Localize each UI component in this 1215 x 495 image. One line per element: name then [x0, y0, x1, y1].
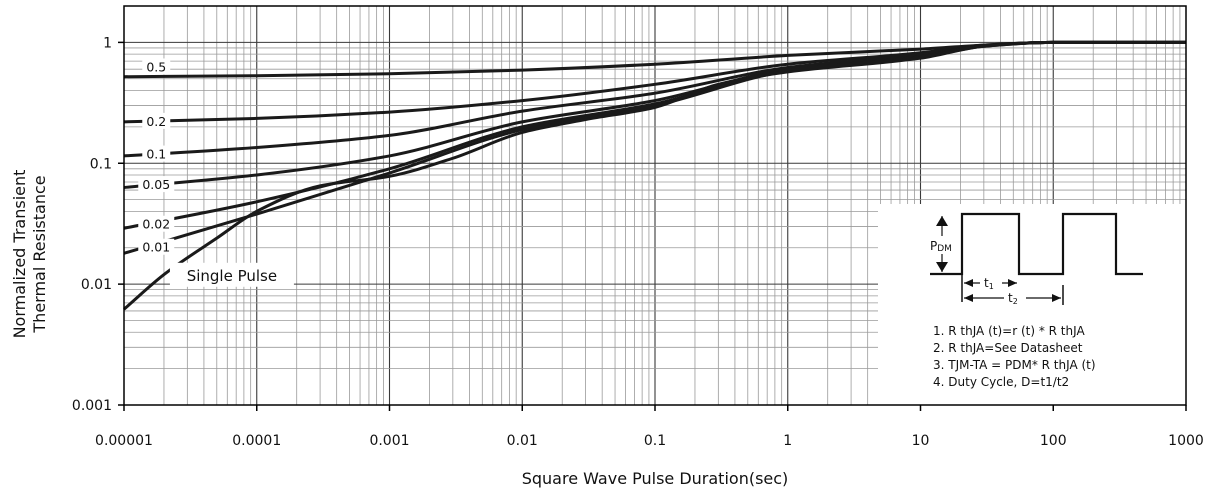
plot-frame	[118, 5, 1187, 411]
inset-note: 2. R thJA=See Datasheet	[933, 341, 1083, 355]
x-tick-label: 0.01	[507, 433, 538, 449]
t1-arrow-left	[964, 279, 973, 287]
t2-arrow-left	[964, 294, 973, 302]
pdm-label-bg	[927, 236, 959, 254]
pdm-arrow-head-down	[936, 262, 948, 272]
t2-label: t2	[1008, 291, 1018, 306]
grid	[124, 5, 1186, 405]
inset-note: 1. R thJA (t)=r (t) * R thJA	[933, 324, 1085, 338]
pdm-sub: DM	[937, 244, 952, 254]
t1-label: t1	[984, 276, 994, 291]
y-tick-label: 0.01	[81, 277, 112, 293]
curve-label-bg	[138, 215, 175, 232]
t1-sub: 1	[989, 282, 994, 291]
t1-label-bg	[980, 275, 1002, 290]
inset-note: 4. Duty Cycle, D=t1/t2	[933, 375, 1069, 389]
t2-label-bg	[1004, 290, 1026, 305]
curve-single-pulse	[123, 40, 1186, 311]
t2-sub: 2	[1013, 297, 1018, 306]
single-pulse-label-bg	[169, 262, 294, 287]
curve-label-bg	[142, 112, 171, 129]
pulse-waveform	[930, 212, 1143, 276]
x-tick-label: 0.001	[369, 433, 409, 449]
curves	[123, 40, 1186, 311]
y-axis-title-line-1: Normalized Transient	[10, 170, 29, 339]
t2-arrow-right	[1052, 294, 1061, 302]
y-axis-title: Normalized Transient Thermal Resistance	[10, 170, 49, 339]
tick-labels: 0.00001 0.0001 0.001 0.01 0.1 1 10 100 100010.10…	[72, 35, 1204, 449]
y-axis-title-line-2: Thermal Resistance	[30, 175, 49, 333]
curve-labels: 0.5 0.2 0.1 0.05 0.02 0.01 Single Pulse	[138, 58, 294, 287]
pdm-arrow-head-up	[936, 216, 948, 226]
curve-label: 0.2	[146, 114, 166, 129]
x-tick-label: 100	[1040, 433, 1067, 449]
t1-arrow-right	[1008, 279, 1017, 287]
x-tick-label: 10	[912, 433, 930, 449]
curve-label-bg	[142, 145, 171, 162]
curve-label-bg	[138, 176, 175, 193]
curve-label: 0.1	[146, 147, 166, 162]
curve-label: 0.5	[146, 59, 166, 74]
x-axis-title: Square Wave Pulse Duration(sec)	[522, 469, 789, 488]
curve-label: 0.02	[142, 217, 170, 232]
curve-label-bg	[142, 58, 171, 75]
inset-note: 3. TJM-TA = PDM* R thJA (t)	[933, 358, 1096, 372]
curve-label-bg	[138, 238, 175, 255]
x-tick-label: 0.1	[644, 433, 666, 449]
y-tick-label: 1	[103, 35, 112, 51]
curve-label: 0.01	[142, 240, 170, 255]
curve-label: 0.05	[142, 177, 170, 192]
x-tick-label: 0.00001	[95, 433, 153, 449]
y-tick-label: 0.1	[90, 156, 112, 172]
x-tick-label: 1	[783, 433, 792, 449]
x-tick-label: 0.0001	[232, 433, 281, 449]
x-tick-label: 1000	[1168, 433, 1204, 449]
y-tick-label: 0.001	[72, 398, 112, 414]
single-pulse-label: Single Pulse	[187, 267, 277, 285]
